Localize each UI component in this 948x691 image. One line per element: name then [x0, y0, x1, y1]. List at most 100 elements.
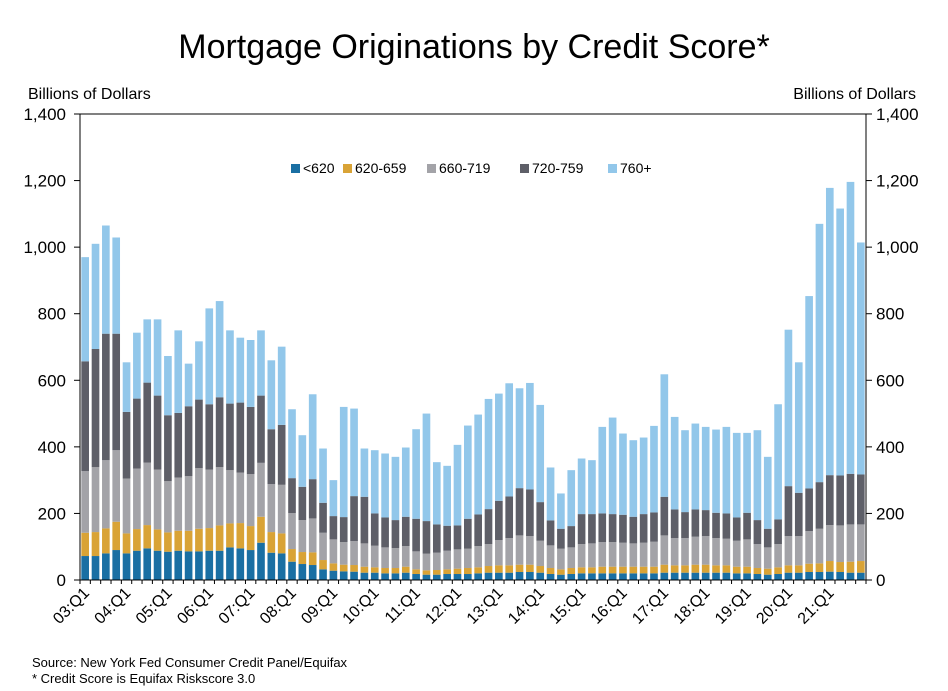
bar-segment — [836, 572, 844, 580]
bar-segment — [246, 474, 255, 527]
bar-segment — [660, 572, 669, 580]
bar-segment — [112, 450, 121, 522]
bar-segment — [102, 225, 110, 334]
bar-segment — [763, 574, 772, 580]
bar-segment — [308, 394, 317, 480]
legend-label: 720-759 — [532, 160, 584, 176]
bar-segment — [412, 551, 420, 570]
legend: <620 620-659 660-719 720-759 760+ — [291, 160, 652, 176]
bar-segment — [588, 514, 596, 544]
bar-segment — [464, 518, 472, 549]
bar-segment — [825, 475, 834, 526]
bar-segment — [722, 513, 731, 539]
bar-segment — [360, 543, 369, 567]
bar-segment — [670, 416, 679, 510]
bar-segment — [774, 544, 782, 568]
bar-segment — [825, 561, 834, 572]
bar-segment — [546, 545, 555, 569]
bar-segment — [660, 496, 669, 536]
bar-segment — [815, 482, 824, 529]
bar-segment — [91, 467, 100, 533]
bar-segment — [91, 532, 100, 557]
bar-segment — [825, 525, 834, 562]
bar-segment — [774, 567, 782, 575]
bar-segment — [732, 432, 741, 518]
bar-segment — [857, 524, 865, 562]
bar-segment — [608, 514, 617, 543]
bar-segment — [557, 493, 565, 529]
bar-segment — [805, 296, 813, 489]
bar-segment — [857, 572, 865, 580]
bar-segment — [329, 480, 338, 517]
bar-segment — [495, 540, 503, 566]
bar-segment — [629, 516, 638, 544]
bar-segment — [670, 565, 679, 573]
bar-segment — [267, 532, 276, 553]
bar-segment — [484, 544, 493, 567]
bar-segment — [763, 547, 772, 569]
x-tick-label: 17:Q1 — [629, 585, 672, 628]
bar-segment — [226, 470, 234, 524]
bar-segment — [319, 532, 327, 561]
bar-segment — [350, 565, 358, 572]
bar-segment — [360, 448, 369, 497]
bar-segment — [660, 535, 669, 565]
bar-segment — [701, 536, 710, 565]
bar-segment — [422, 521, 431, 554]
bar-segment — [143, 525, 152, 549]
bar-segment — [112, 550, 121, 580]
bar-segment — [381, 547, 389, 569]
bar-segment — [505, 496, 514, 539]
bar-segment — [753, 568, 762, 575]
bar-segment — [732, 566, 741, 574]
bar-segment — [650, 425, 658, 513]
bar-segment — [246, 526, 255, 551]
bar-segment — [153, 319, 162, 396]
bar-segment — [412, 518, 420, 552]
bar-segment — [329, 539, 338, 564]
bar-segment — [670, 538, 679, 566]
bar-segment — [195, 468, 203, 529]
bar-segment — [701, 572, 710, 580]
x-tick-label: 04:Q1 — [92, 585, 135, 628]
bar-segment — [350, 408, 358, 497]
bar-segment — [174, 477, 183, 531]
bar-segment — [236, 523, 245, 549]
y-tick-label-right: 800 — [876, 305, 904, 324]
bar-segment — [246, 406, 255, 475]
bar-segment — [288, 549, 296, 562]
bar-segment — [691, 564, 700, 573]
bar-segment — [298, 552, 307, 565]
bar-segment — [184, 551, 193, 580]
bar-segment — [215, 301, 224, 398]
bar-segment — [474, 414, 482, 515]
y-tick-label-right: 1,000 — [876, 238, 919, 257]
bar-segment — [122, 478, 131, 534]
bar-segment — [257, 330, 265, 396]
bar-segment — [846, 473, 855, 525]
bar-segment — [722, 426, 731, 514]
bar-segment — [784, 572, 793, 580]
bar-segment — [401, 546, 410, 567]
bar-segment — [753, 430, 762, 521]
bar-segment — [815, 528, 824, 564]
bar-segment — [743, 573, 751, 580]
bar-segment — [515, 564, 524, 573]
bar-segment — [846, 181, 855, 474]
bar-segment — [526, 382, 534, 490]
bar-segment — [484, 572, 493, 580]
bar-segment — [681, 512, 689, 539]
bar-segment — [112, 333, 121, 451]
bar-segment — [143, 462, 152, 526]
bar-segment — [619, 433, 627, 515]
bar-segment — [267, 429, 276, 485]
bar-segment — [215, 550, 224, 580]
bar-segment — [650, 541, 658, 567]
bar-segment — [815, 572, 824, 580]
bar-segment — [81, 257, 89, 362]
bar-segment — [205, 308, 214, 405]
bar-segment — [784, 486, 793, 537]
bar-segment — [81, 361, 89, 472]
bar-segment — [370, 450, 379, 514]
bar-segment — [629, 543, 638, 567]
